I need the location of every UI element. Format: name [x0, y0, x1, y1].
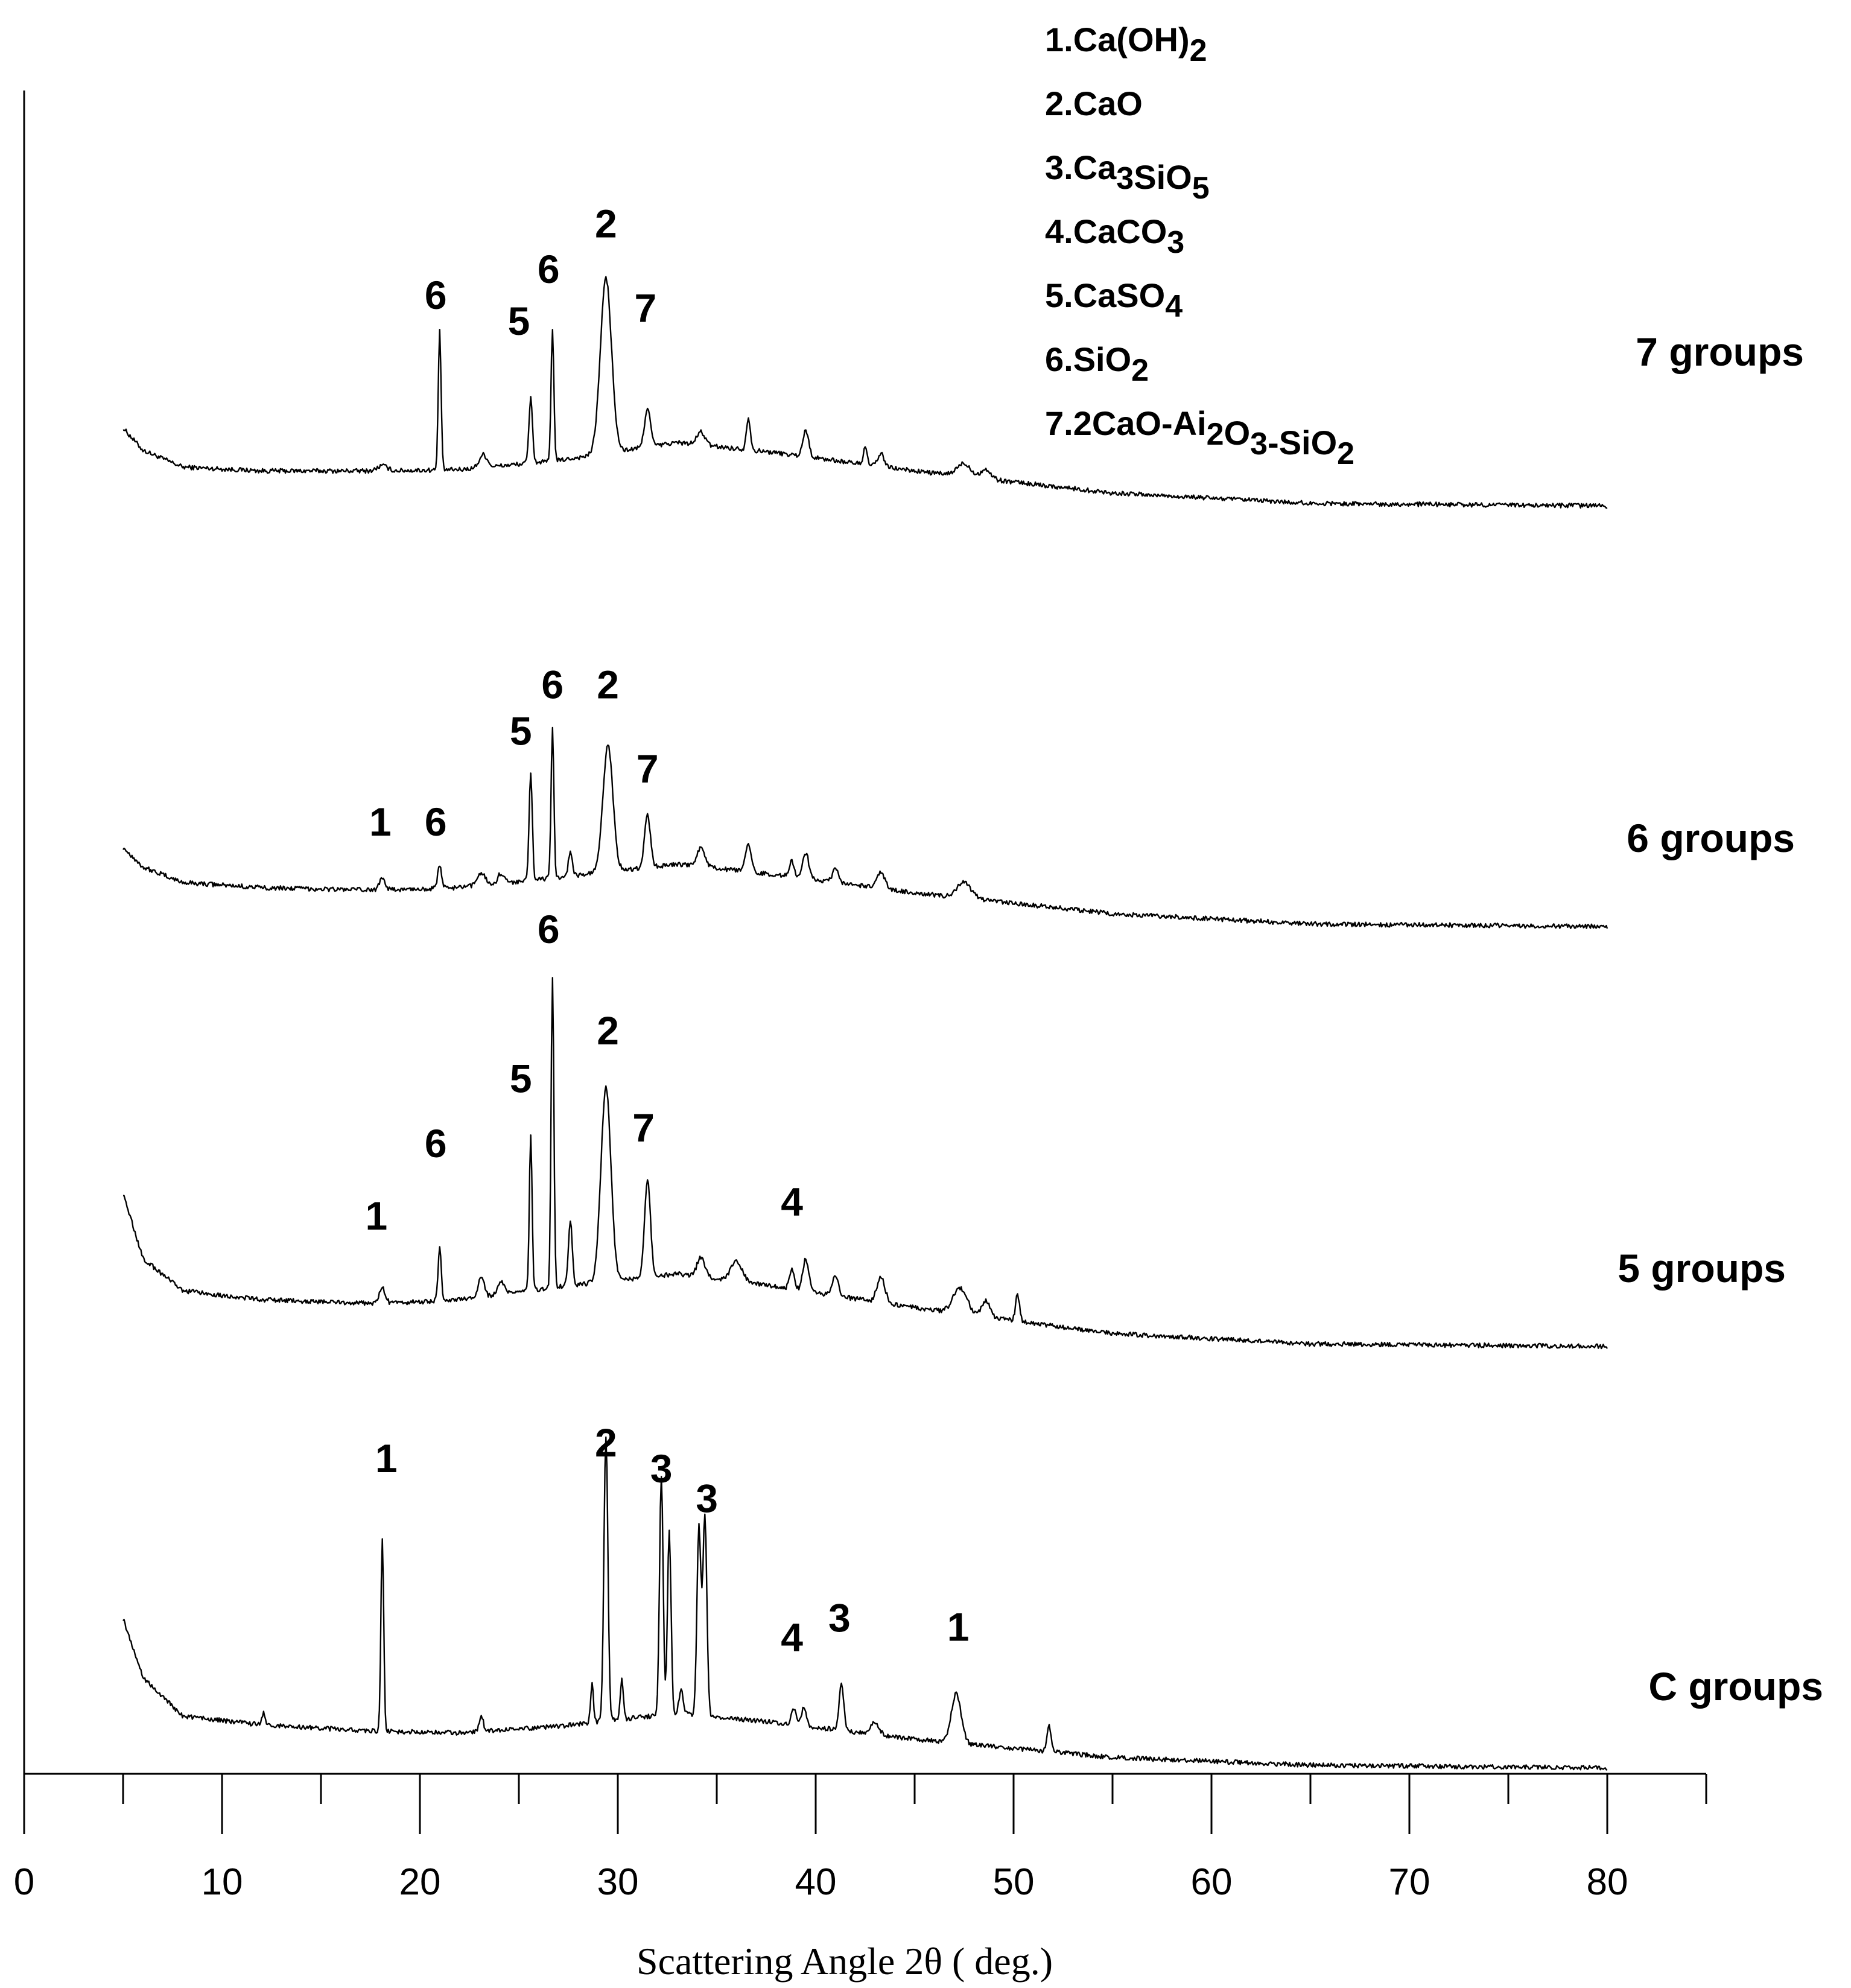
peak-label: 6 — [425, 799, 447, 844]
legend: 1.Ca(OH)2 2.CaO 3.Ca3SiO5 4.CaCO3 5.CaSO4 6.S… — [1045, 21, 1354, 471]
series-name-label: 5 groups — [1618, 1246, 1786, 1291]
series-name-label: C groups — [1648, 1664, 1823, 1709]
series-line — [122, 977, 1608, 1350]
x-tick-label: 40 — [795, 1861, 837, 1903]
series-line — [122, 726, 1608, 929]
legend-item: 3.Ca3SiO5 — [1045, 148, 1210, 206]
peak-label: 3 — [696, 1476, 718, 1520]
peak-label: 1 — [947, 1604, 970, 1649]
legend-item: 5.CaSO4 — [1045, 276, 1183, 324]
peak-label: 1 — [375, 1436, 398, 1481]
peak-label: 1 — [365, 1193, 387, 1238]
x-tick-label: 30 — [597, 1861, 639, 1903]
peak-label: 2 — [597, 1008, 619, 1053]
axes: 0 10 20 30 40 50 60 70 80 — [14, 91, 1707, 1903]
peak-label: 2 — [597, 662, 619, 707]
peak-label: 3 — [650, 1446, 673, 1491]
peak-label: 6 — [425, 1121, 447, 1166]
peak-label: 2 — [595, 202, 617, 246]
legend-item: 2.CaO — [1045, 84, 1143, 122]
peak-label: 5 — [508, 299, 530, 343]
peak-label: 1 — [369, 799, 392, 844]
series-name-label: 7 groups — [1636, 329, 1804, 374]
x-tick-label: 10 — [202, 1861, 243, 1903]
x-tick-label: 50 — [993, 1861, 1035, 1903]
x-tick-label: 70 — [1389, 1861, 1430, 1903]
x-tick-label: 60 — [1191, 1861, 1233, 1903]
legend-item: 4.CaCO3 — [1045, 212, 1184, 260]
x-tick-label: 20 — [399, 1861, 441, 1903]
legend-item: 7.2CaO-Ai2O3-SiO2 — [1045, 404, 1354, 471]
peak-label: 6 — [538, 247, 560, 291]
legend-item: 6.SiO2 — [1045, 340, 1149, 388]
peak-label: 7 — [635, 285, 657, 330]
peak-label: 6 — [425, 273, 447, 317]
peak-label: 6 — [541, 662, 564, 707]
traces — [122, 276, 1608, 1771]
x-tick-label: 0 — [14, 1861, 34, 1903]
peak-label: 4 — [781, 1615, 803, 1660]
peak-label: 7 — [637, 746, 659, 791]
series-line — [122, 1436, 1608, 1771]
series-names: 7 groups 6 groups 5 groups C groups — [1618, 329, 1823, 1709]
peak-label: 5 — [510, 709, 532, 754]
peak-label: 5 — [510, 1056, 532, 1100]
legend-item: 1.Ca(OH)2 — [1045, 21, 1207, 68]
series-line — [122, 276, 1608, 509]
peak-label: 6 — [538, 907, 560, 951]
series-name-label: 6 groups — [1627, 816, 1795, 860]
peak-label: 3 — [828, 1595, 851, 1640]
x-tick-label: 80 — [1587, 1861, 1628, 1903]
x-axis-title: Scattering Angle 2θ ( deg.) — [637, 1940, 1053, 1983]
peak-label: 7 — [632, 1105, 655, 1150]
peak-label: 2 — [595, 1420, 617, 1465]
peak-label: 4 — [781, 1180, 803, 1224]
